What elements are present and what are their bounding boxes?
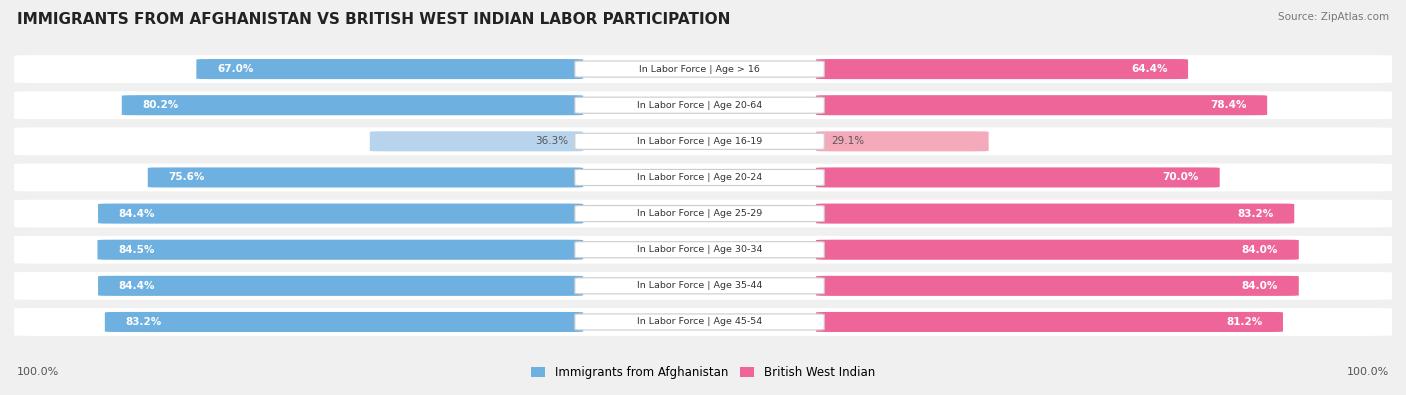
FancyBboxPatch shape — [14, 200, 1392, 228]
Text: In Labor Force | Age 20-64: In Labor Force | Age 20-64 — [637, 101, 762, 110]
FancyBboxPatch shape — [370, 131, 583, 151]
FancyBboxPatch shape — [815, 59, 1188, 79]
FancyBboxPatch shape — [97, 240, 583, 260]
FancyBboxPatch shape — [14, 128, 1392, 155]
Text: 100.0%: 100.0% — [17, 367, 59, 377]
Text: 84.5%: 84.5% — [118, 245, 155, 255]
Text: In Labor Force | Age 20-24: In Labor Force | Age 20-24 — [637, 173, 762, 182]
FancyBboxPatch shape — [575, 169, 824, 186]
FancyBboxPatch shape — [815, 203, 1295, 224]
FancyBboxPatch shape — [105, 312, 583, 332]
Text: 84.4%: 84.4% — [118, 209, 155, 218]
FancyBboxPatch shape — [815, 131, 988, 151]
Text: 36.3%: 36.3% — [534, 136, 568, 146]
Text: 80.2%: 80.2% — [142, 100, 179, 110]
FancyBboxPatch shape — [197, 59, 583, 79]
FancyBboxPatch shape — [14, 91, 1392, 119]
Text: 83.2%: 83.2% — [1237, 209, 1274, 218]
FancyBboxPatch shape — [575, 242, 824, 258]
Text: 70.0%: 70.0% — [1163, 173, 1199, 182]
Text: 84.0%: 84.0% — [1241, 281, 1278, 291]
FancyBboxPatch shape — [815, 240, 1299, 260]
Text: 29.1%: 29.1% — [831, 136, 865, 146]
FancyBboxPatch shape — [14, 164, 1392, 191]
Text: In Labor Force | Age 25-29: In Labor Force | Age 25-29 — [637, 209, 762, 218]
FancyBboxPatch shape — [815, 95, 1267, 115]
FancyBboxPatch shape — [148, 167, 583, 188]
FancyBboxPatch shape — [575, 61, 824, 77]
FancyBboxPatch shape — [14, 272, 1392, 300]
Text: 84.0%: 84.0% — [1241, 245, 1278, 255]
Text: In Labor Force | Age > 16: In Labor Force | Age > 16 — [640, 64, 761, 73]
Text: 81.2%: 81.2% — [1226, 317, 1263, 327]
FancyBboxPatch shape — [122, 95, 583, 115]
FancyBboxPatch shape — [815, 167, 1219, 188]
FancyBboxPatch shape — [575, 278, 824, 294]
FancyBboxPatch shape — [14, 308, 1392, 336]
FancyBboxPatch shape — [815, 312, 1284, 332]
FancyBboxPatch shape — [575, 97, 824, 113]
FancyBboxPatch shape — [14, 55, 1392, 83]
FancyBboxPatch shape — [575, 314, 824, 330]
Text: In Labor Force | Age 30-34: In Labor Force | Age 30-34 — [637, 245, 762, 254]
FancyBboxPatch shape — [575, 205, 824, 222]
Text: IMMIGRANTS FROM AFGHANISTAN VS BRITISH WEST INDIAN LABOR PARTICIPATION: IMMIGRANTS FROM AFGHANISTAN VS BRITISH W… — [17, 12, 730, 27]
FancyBboxPatch shape — [98, 203, 583, 224]
Text: 78.4%: 78.4% — [1211, 100, 1247, 110]
Text: In Labor Force | Age 16-19: In Labor Force | Age 16-19 — [637, 137, 762, 146]
Text: 67.0%: 67.0% — [217, 64, 253, 74]
FancyBboxPatch shape — [575, 133, 824, 149]
Text: 75.6%: 75.6% — [169, 173, 205, 182]
FancyBboxPatch shape — [14, 236, 1392, 263]
Text: 83.2%: 83.2% — [125, 317, 162, 327]
Text: 64.4%: 64.4% — [1130, 64, 1167, 74]
FancyBboxPatch shape — [98, 276, 583, 296]
Text: In Labor Force | Age 45-54: In Labor Force | Age 45-54 — [637, 318, 762, 327]
Text: 100.0%: 100.0% — [1347, 367, 1389, 377]
Text: In Labor Force | Age 35-44: In Labor Force | Age 35-44 — [637, 281, 762, 290]
Text: Source: ZipAtlas.com: Source: ZipAtlas.com — [1278, 12, 1389, 22]
FancyBboxPatch shape — [815, 276, 1299, 296]
Legend: Immigrants from Afghanistan, British West Indian: Immigrants from Afghanistan, British Wes… — [531, 366, 875, 379]
Text: 84.4%: 84.4% — [118, 281, 155, 291]
